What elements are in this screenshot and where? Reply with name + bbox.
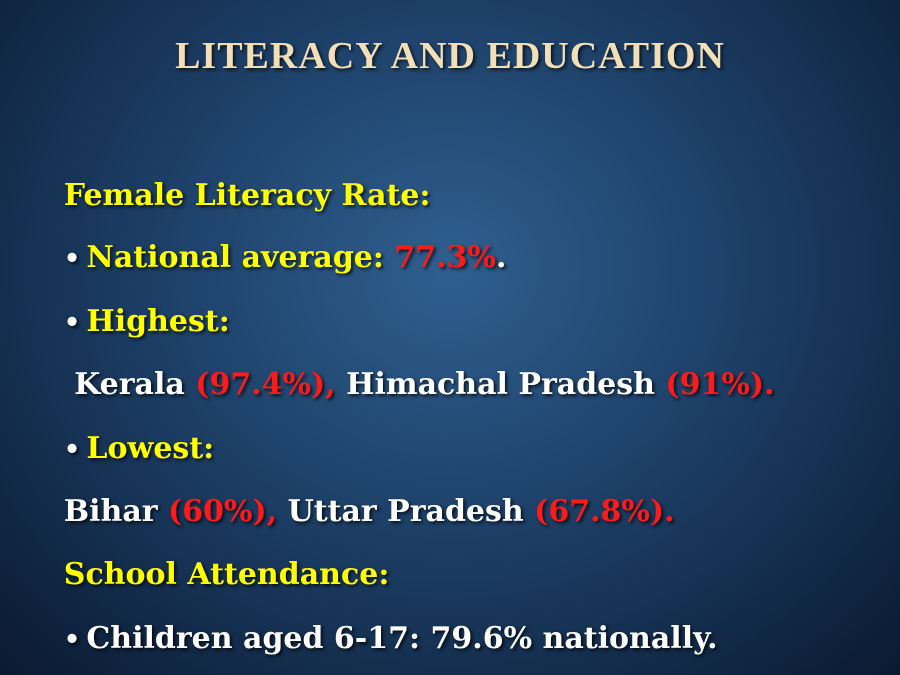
text: Uttar Pradesh	[277, 494, 535, 529]
highlight: (67.8%).	[534, 494, 675, 529]
text: .	[495, 240, 507, 275]
text: Lowest:	[86, 431, 215, 466]
text: Himachal Pradesh	[335, 367, 666, 402]
bullet-line: • Lowest:	[22, 383, 214, 466]
bullet-line: • National average: 77.3%.	[22, 192, 507, 275]
highlight: (91%).	[665, 367, 775, 402]
highlight: (97.4%),	[195, 367, 336, 402]
heading: School Attendance:	[22, 509, 390, 592]
line: Bihar (60%), Uttar Pradesh (67.8%).	[22, 446, 675, 529]
text: Highest:	[86, 304, 230, 339]
text: Children aged 6-17: 79.6% nationally.	[86, 621, 718, 656]
highlight: (60%),	[168, 494, 278, 529]
text: School Attendance:	[63, 557, 390, 592]
bullet-line: • Highest:	[22, 256, 230, 339]
bullet: •	[63, 625, 81, 655]
text: Kerala	[63, 367, 196, 402]
line: Kerala (97.4%), Himachal Pradesh (91%).	[22, 319, 774, 402]
highlight: 77.3%	[394, 240, 496, 275]
bullet: •	[63, 435, 81, 465]
bullet-line: • Children aged 6-17: 79.6% nationally.	[22, 573, 718, 656]
text: National average:	[86, 240, 395, 275]
bullet: •	[63, 308, 81, 338]
text: Bihar	[63, 494, 169, 529]
text: Female Literacy Rate:	[63, 178, 431, 213]
slide-title: LITERACY AND EDUCATION	[175, 35, 725, 77]
heading: Female Literacy Rate:	[22, 130, 431, 213]
bullet: •	[63, 244, 81, 274]
